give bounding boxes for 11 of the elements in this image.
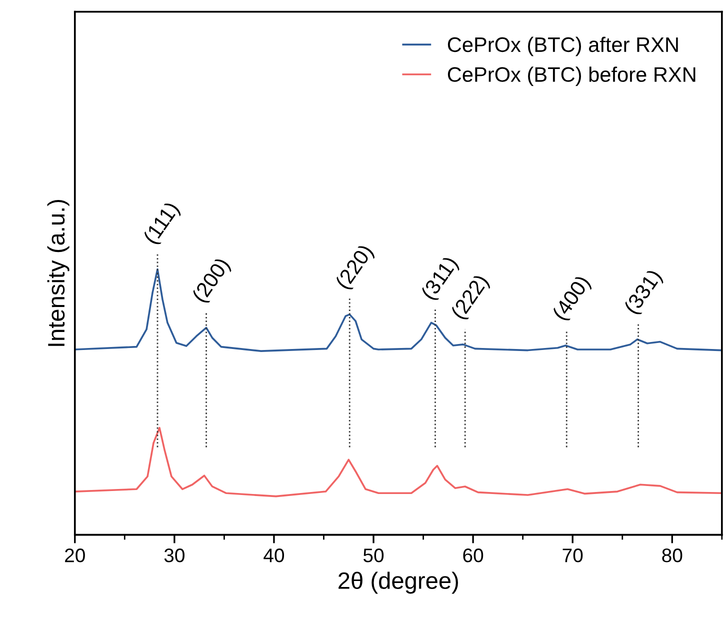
x-tick-label: 40 <box>264 548 284 562</box>
x-tick-label: 60 <box>463 548 484 562</box>
x-tick-label: 30 <box>164 548 184 562</box>
x-tick-label: 20 <box>65 548 85 562</box>
x-tick-label: 50 <box>363 548 384 562</box>
x-axis-title: 2θ (degree) <box>338 572 458 594</box>
legend-label: CePrOx (BTC) after RXN <box>448 36 678 56</box>
y-axis-title: Intensity (a.u.) <box>47 200 70 346</box>
legend-label: CePrOx (BTC) before RXN <box>448 66 696 86</box>
x-tick-label: 80 <box>662 548 682 562</box>
x-tick-label: 70 <box>562 548 583 562</box>
